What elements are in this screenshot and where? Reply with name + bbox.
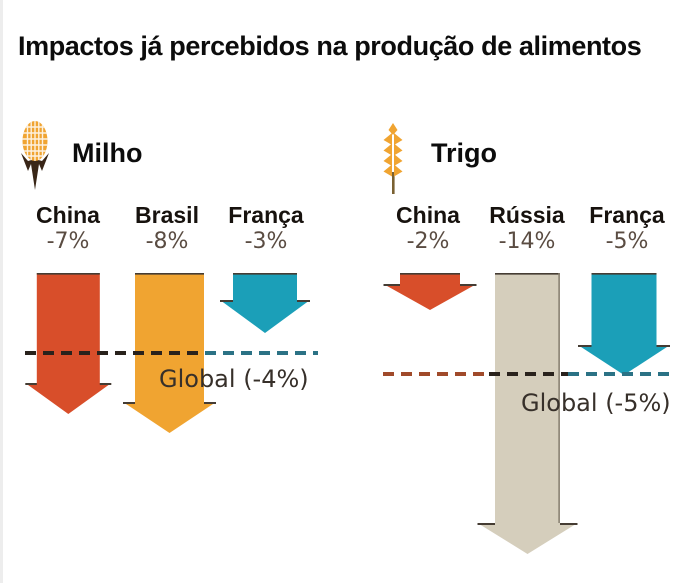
value-label-milho-china: -7%	[46, 229, 90, 254]
country-label-trigo-russia: Rússia	[489, 202, 565, 228]
arrow-milho-franca	[220, 273, 310, 333]
arrow-milho-china	[25, 273, 112, 414]
country-label-milho-china: China	[36, 202, 100, 228]
value-label-trigo-china: -2%	[406, 229, 450, 254]
global-average-label-trigo: Global (-5%)	[521, 389, 671, 417]
value-label-milho-brasil: -8%	[145, 229, 189, 254]
arrow-trigo-russia	[477, 273, 578, 554]
country-label-milho-franca: França	[228, 202, 304, 228]
page-title: Impactos já percebidos na produção de al…	[18, 31, 642, 61]
country-label-trigo-china: China	[396, 202, 460, 228]
global-average-label-milho: Global (-4%)	[159, 365, 309, 393]
crop-label-trigo: Trigo	[431, 138, 497, 168]
crop-label-milho: Milho	[72, 138, 143, 168]
corn-icon	[21, 121, 49, 190]
arrow-trigo-franca	[578, 273, 670, 375]
country-label-trigo-franca: França	[589, 202, 665, 228]
left-edge-divider	[0, 0, 3, 583]
country-label-milho-brasil: Brasil	[135, 202, 199, 228]
value-label-trigo-russia: -14%	[498, 229, 556, 254]
arrow-trigo-china	[383, 273, 477, 310]
value-label-milho-franca: -3%	[244, 229, 288, 254]
value-label-trigo-franca: -5%	[605, 229, 649, 254]
wheat-icon	[383, 123, 403, 194]
